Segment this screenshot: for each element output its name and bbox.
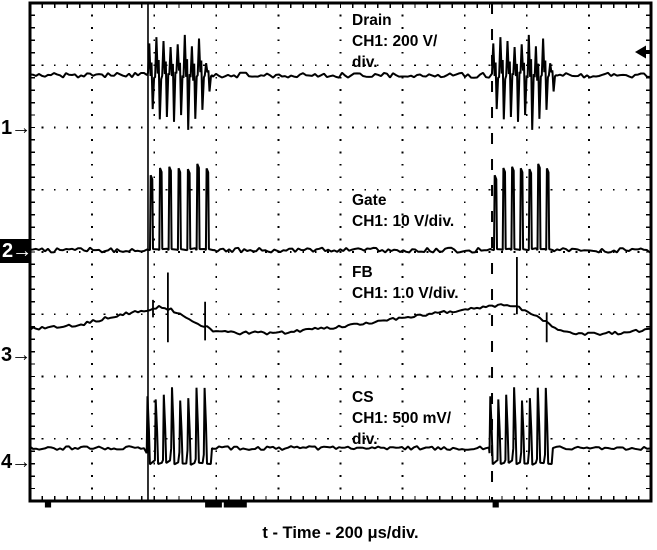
channel-4-marker: 4→ [1,451,31,473]
channel-3-marker: 3→ [1,344,31,366]
cs-label-scale: CH1: 500 mV/ [352,409,452,427]
drain-label-name: Drain [352,12,392,29]
bottom-cursor-mark [44,502,52,508]
time-axis-label: t - Time - 200 μs/div. [262,524,419,542]
gate-label-scale: CH1: 10 V/div. [352,212,455,230]
gate-label-name: Gate [352,192,387,209]
cs-channel-label: CS CH1: 500 mV/ div. [352,388,451,450]
cs-label-scale2: div. [352,430,378,448]
trigger-position-arrow [635,45,651,59]
channel-1-marker: 1→ [1,117,31,139]
bottom-cursor-mark [205,502,222,508]
trace-drain [29,34,651,130]
trace-gate [29,163,651,254]
graticule-border [28,1,653,503]
trace-fb [29,303,651,336]
drain-label-scale: CH1: 200 V/ [352,32,438,50]
drain-channel-label: Drain CH1: 200 V/ div. [352,11,437,73]
drain-label-scale2: div. [352,53,378,71]
trace-cs [29,387,650,466]
bottom-cursor-mark [492,502,499,508]
gate-channel-label: Gate CH1: 10 V/div. [352,191,454,233]
trace-fb-spikes [152,257,548,343]
fb-label-scale: CH1: 1.0 V/div. [352,284,459,302]
bottom-cursor-mark [223,502,247,508]
cs-label-name: CS [352,389,374,406]
fb-label-name: FB [352,264,373,281]
channel-2-marker: 2→ [0,239,32,263]
fb-channel-label: FB CH1: 1.0 V/div. [352,263,459,305]
